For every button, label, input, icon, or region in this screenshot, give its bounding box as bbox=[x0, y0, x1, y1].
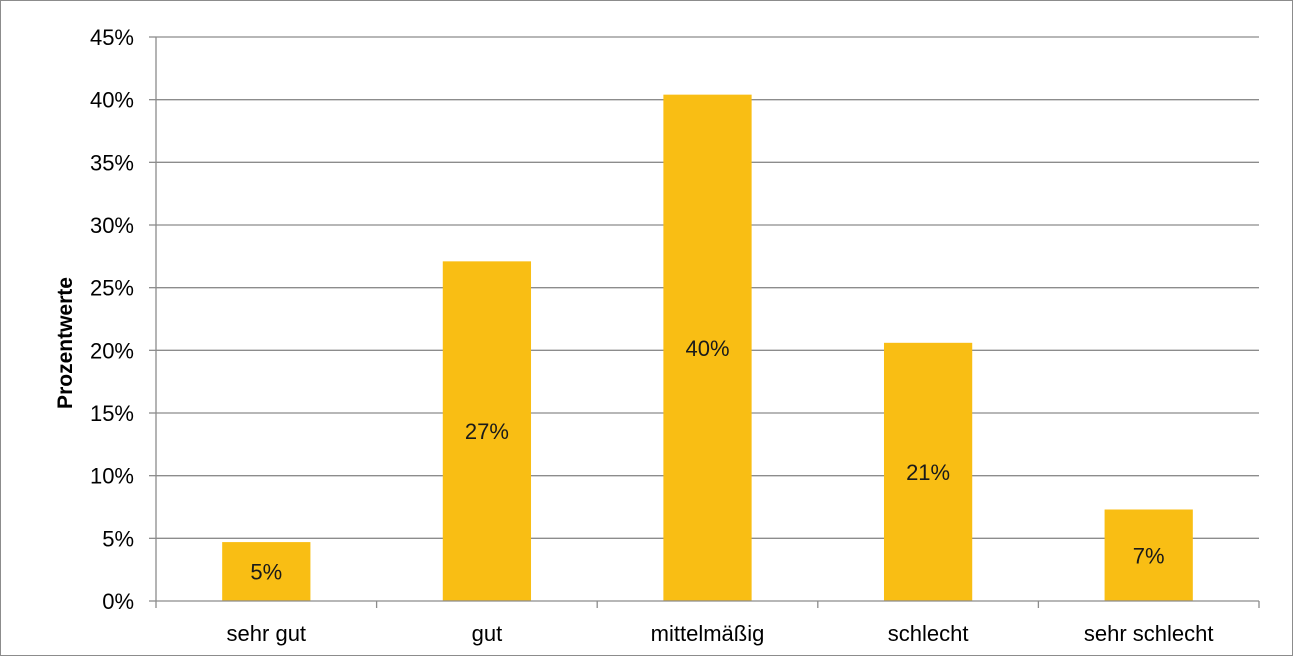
x-tick-label: mittelmäßig bbox=[651, 621, 765, 646]
y-tick-label: 15% bbox=[90, 401, 134, 426]
axes bbox=[149, 36, 1260, 608]
data-label: 40% bbox=[685, 336, 729, 361]
labels: 0% 5% 10% 15% 20% 25% 30% 35% 40% 45% sehr gut 5% gu… bbox=[90, 25, 1214, 646]
data-label: 5% bbox=[250, 560, 282, 585]
y-tick-label: 40% bbox=[90, 88, 134, 113]
bar-mittelmäßig bbox=[663, 94, 752, 602]
y-tick-label: 45% bbox=[90, 25, 134, 50]
data-label: 7% bbox=[1133, 543, 1165, 568]
y-tick-label: 5% bbox=[102, 526, 134, 551]
y-tick-label: 30% bbox=[90, 213, 134, 238]
x-tick-label: sehr schlecht bbox=[1084, 621, 1214, 646]
x-tick-label: gut bbox=[472, 621, 503, 646]
y-tick-label: 35% bbox=[90, 150, 134, 175]
y-tick-label: 10% bbox=[90, 464, 134, 489]
x-tick-label: schlecht bbox=[888, 621, 969, 646]
bar-schlecht bbox=[883, 342, 973, 601]
y-tick-label: 20% bbox=[90, 338, 134, 363]
y-tick-label: 0% bbox=[102, 589, 134, 614]
x-tick-label: sehr gut bbox=[227, 621, 307, 646]
bar-gut bbox=[442, 261, 532, 601]
y-axis-title: Prozentwerte bbox=[54, 277, 77, 409]
bars bbox=[222, 94, 1193, 602]
data-label: 21% bbox=[906, 460, 950, 485]
bar-sehr-schlecht bbox=[1104, 509, 1193, 601]
bar-sehr-gut bbox=[222, 542, 311, 601]
y-tick-label: 25% bbox=[90, 276, 134, 301]
data-label: 27% bbox=[465, 419, 509, 444]
